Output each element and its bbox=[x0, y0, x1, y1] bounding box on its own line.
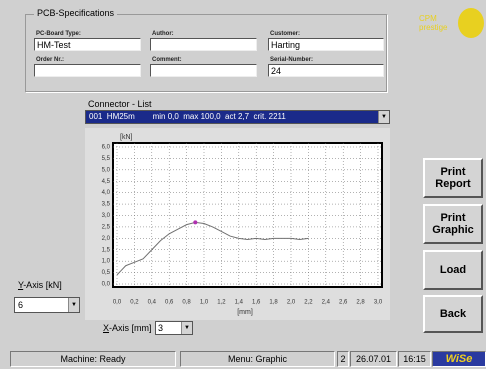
dropdown-arrow[interactable]: ▼ bbox=[68, 298, 79, 312]
data-line bbox=[116, 221, 309, 276]
x-tick-label: 2,6 bbox=[339, 300, 348, 306]
dropdown-text: 001 HM25m min 0,0 max 100,0 act 2,7 crit… bbox=[89, 112, 286, 121]
x-tick-label: 1,8 bbox=[269, 300, 278, 306]
plot-frame bbox=[112, 142, 383, 288]
x-tick-label: 0,6 bbox=[165, 300, 174, 306]
group-title: PCB-Specifications bbox=[34, 8, 118, 18]
button[interactable]: Print Graphic bbox=[423, 204, 483, 244]
y-tick-label: 2,5 bbox=[102, 224, 111, 230]
status-logo: WiSe bbox=[432, 351, 486, 367]
dropdown-value: 3 bbox=[158, 323, 164, 333]
y-tick-label: 2,0 bbox=[102, 236, 111, 242]
text-input[interactable] bbox=[34, 64, 141, 77]
y-tick-label: 1,0 bbox=[102, 259, 111, 265]
y-tick-label: 3,0 bbox=[102, 213, 111, 219]
field-label: Serial-Number: bbox=[270, 57, 314, 63]
text-input[interactable]: HM-Test bbox=[34, 38, 141, 51]
x-tick-label: 1,0 bbox=[200, 300, 209, 306]
y-tick-label: 1,5 bbox=[102, 247, 111, 253]
x-axis-label: [mm] bbox=[237, 309, 253, 316]
status-cell: 2 bbox=[337, 351, 349, 367]
y-axis-control-label: Y-Axis [kN] bbox=[18, 280, 62, 290]
button[interactable]: Back bbox=[423, 295, 483, 333]
y-tick-label: 4,0 bbox=[102, 190, 111, 196]
x-tick-label: 2,2 bbox=[304, 300, 313, 306]
status-cell: 26.07.01 bbox=[350, 351, 397, 367]
x-tick-label: 1,2 bbox=[217, 300, 226, 306]
field-label: Order Nr.: bbox=[36, 57, 65, 63]
dropdown-arrow[interactable]: ▼ bbox=[378, 111, 389, 123]
logo-text: CPM prestige bbox=[419, 14, 447, 32]
text-input[interactable] bbox=[150, 64, 257, 77]
x-tick-label: 3,0 bbox=[374, 300, 383, 306]
text-input[interactable]: 24 bbox=[268, 64, 384, 77]
field-label: Comment: bbox=[152, 57, 182, 63]
list-label: Connector - List bbox=[88, 99, 152, 109]
y-tick-label: 3,5 bbox=[102, 202, 111, 208]
x-tick-label: 0,8 bbox=[182, 300, 191, 306]
x-tick-label: 0,0 bbox=[113, 300, 122, 306]
y-tick-label: 5,0 bbox=[102, 167, 111, 173]
field-label: Author: bbox=[152, 31, 174, 37]
button[interactable]: Print Report bbox=[423, 158, 483, 198]
x-axis-control-label: X-Axis [mm] bbox=[103, 323, 152, 333]
x-tick-label: 0,2 bbox=[130, 300, 139, 306]
button[interactable]: Load bbox=[423, 250, 483, 290]
y-tick-label: 4,5 bbox=[102, 179, 111, 185]
logo-line: CPM bbox=[419, 14, 437, 23]
text-input[interactable] bbox=[150, 38, 257, 51]
x-tick-label: 1,4 bbox=[235, 300, 244, 306]
status-cell: Machine: Ready bbox=[10, 351, 176, 367]
dropdown-value: 6 bbox=[18, 300, 24, 310]
group-box bbox=[25, 14, 387, 92]
y-axis-label: [kN] bbox=[120, 134, 133, 141]
connector-dropdown[interactable]: 001 HM25m min 0,0 max 100,0 act 2,7 crit… bbox=[85, 110, 390, 124]
x-tick-label: 2,0 bbox=[287, 300, 296, 306]
y-tick-label: 0,0 bbox=[102, 282, 111, 288]
x-axis-dropdown[interactable]: 3 ▼ bbox=[155, 321, 193, 335]
x-tick-label: 0,4 bbox=[148, 300, 157, 306]
logo-shape bbox=[458, 8, 484, 38]
field-label: PC-Board Type: bbox=[36, 31, 81, 37]
status-cell: 16:15 bbox=[398, 351, 431, 367]
x-tick-label: 2,4 bbox=[322, 300, 331, 306]
y-axis-dropdown[interactable]: 6 ▼ bbox=[14, 297, 80, 313]
dropdown-arrow[interactable]: ▼ bbox=[181, 322, 192, 334]
y-tick-label: 5,5 bbox=[102, 156, 111, 162]
status-cell: Menu: Graphic bbox=[180, 351, 335, 367]
field-label: Customer: bbox=[270, 31, 301, 37]
logo-line: prestige bbox=[419, 23, 448, 32]
y-tick-label: 0,5 bbox=[102, 270, 111, 276]
y-tick-label: 6,0 bbox=[102, 145, 111, 151]
text-input[interactable]: Harting bbox=[268, 38, 384, 51]
x-tick-label: 2,8 bbox=[356, 300, 365, 306]
x-tick-label: 1,6 bbox=[252, 300, 261, 306]
max-marker bbox=[193, 220, 198, 225]
